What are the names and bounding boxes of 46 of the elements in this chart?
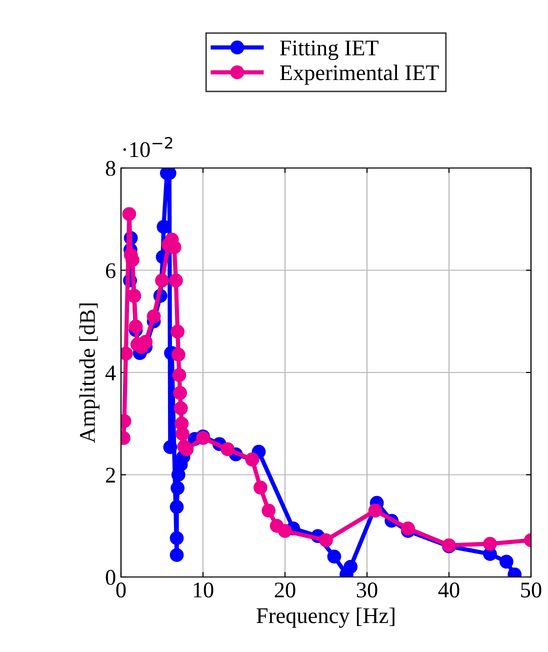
point bbox=[262, 504, 276, 518]
point bbox=[138, 334, 153, 349]
point bbox=[253, 480, 268, 494]
x-tick-label: 50 bbox=[521, 582, 542, 598]
point bbox=[176, 426, 190, 441]
y-tick-label: 2 bbox=[106, 468, 115, 482]
point bbox=[171, 348, 186, 362]
point bbox=[170, 324, 185, 339]
x-tick-label: 0 bbox=[116, 582, 126, 598]
point bbox=[483, 536, 497, 551]
x-tick-label: 40 bbox=[438, 582, 460, 598]
point bbox=[327, 550, 342, 564]
point bbox=[168, 274, 183, 288]
point bbox=[220, 442, 235, 456]
point bbox=[368, 504, 382, 518]
point bbox=[173, 386, 187, 400]
point bbox=[155, 274, 169, 288]
point bbox=[163, 440, 178, 454]
y-tick-label: 0 bbox=[106, 570, 116, 585]
x-tick-label: 20 bbox=[274, 582, 296, 598]
point bbox=[174, 401, 188, 416]
y-axis-title: Amplitude [dB] bbox=[79, 303, 100, 443]
point bbox=[172, 368, 186, 382]
legend-label: Experimental IET bbox=[280, 64, 439, 85]
point bbox=[319, 533, 333, 548]
point bbox=[278, 524, 292, 538]
point bbox=[170, 500, 184, 514]
y-tick-label: 4 bbox=[105, 366, 116, 380]
point bbox=[170, 531, 184, 546]
y-tick-label: 6 bbox=[106, 263, 116, 278]
x-axis-title: Frequency [Hz] bbox=[256, 608, 394, 628]
x-tick-label: 10 bbox=[194, 582, 214, 598]
legend-label: Fitting IET bbox=[280, 40, 378, 60]
point bbox=[122, 207, 136, 221]
point bbox=[146, 309, 161, 324]
point bbox=[167, 240, 182, 254]
point bbox=[344, 560, 358, 574]
point bbox=[170, 548, 184, 562]
x-tick-label: 30 bbox=[356, 582, 378, 598]
point bbox=[126, 253, 140, 267]
point bbox=[499, 554, 514, 569]
point bbox=[170, 481, 185, 495]
point bbox=[128, 320, 143, 334]
y-tick-label: 8 bbox=[106, 160, 116, 176]
text: ·10$^{−2}$ bbox=[123, 136, 172, 158]
point bbox=[401, 521, 415, 536]
